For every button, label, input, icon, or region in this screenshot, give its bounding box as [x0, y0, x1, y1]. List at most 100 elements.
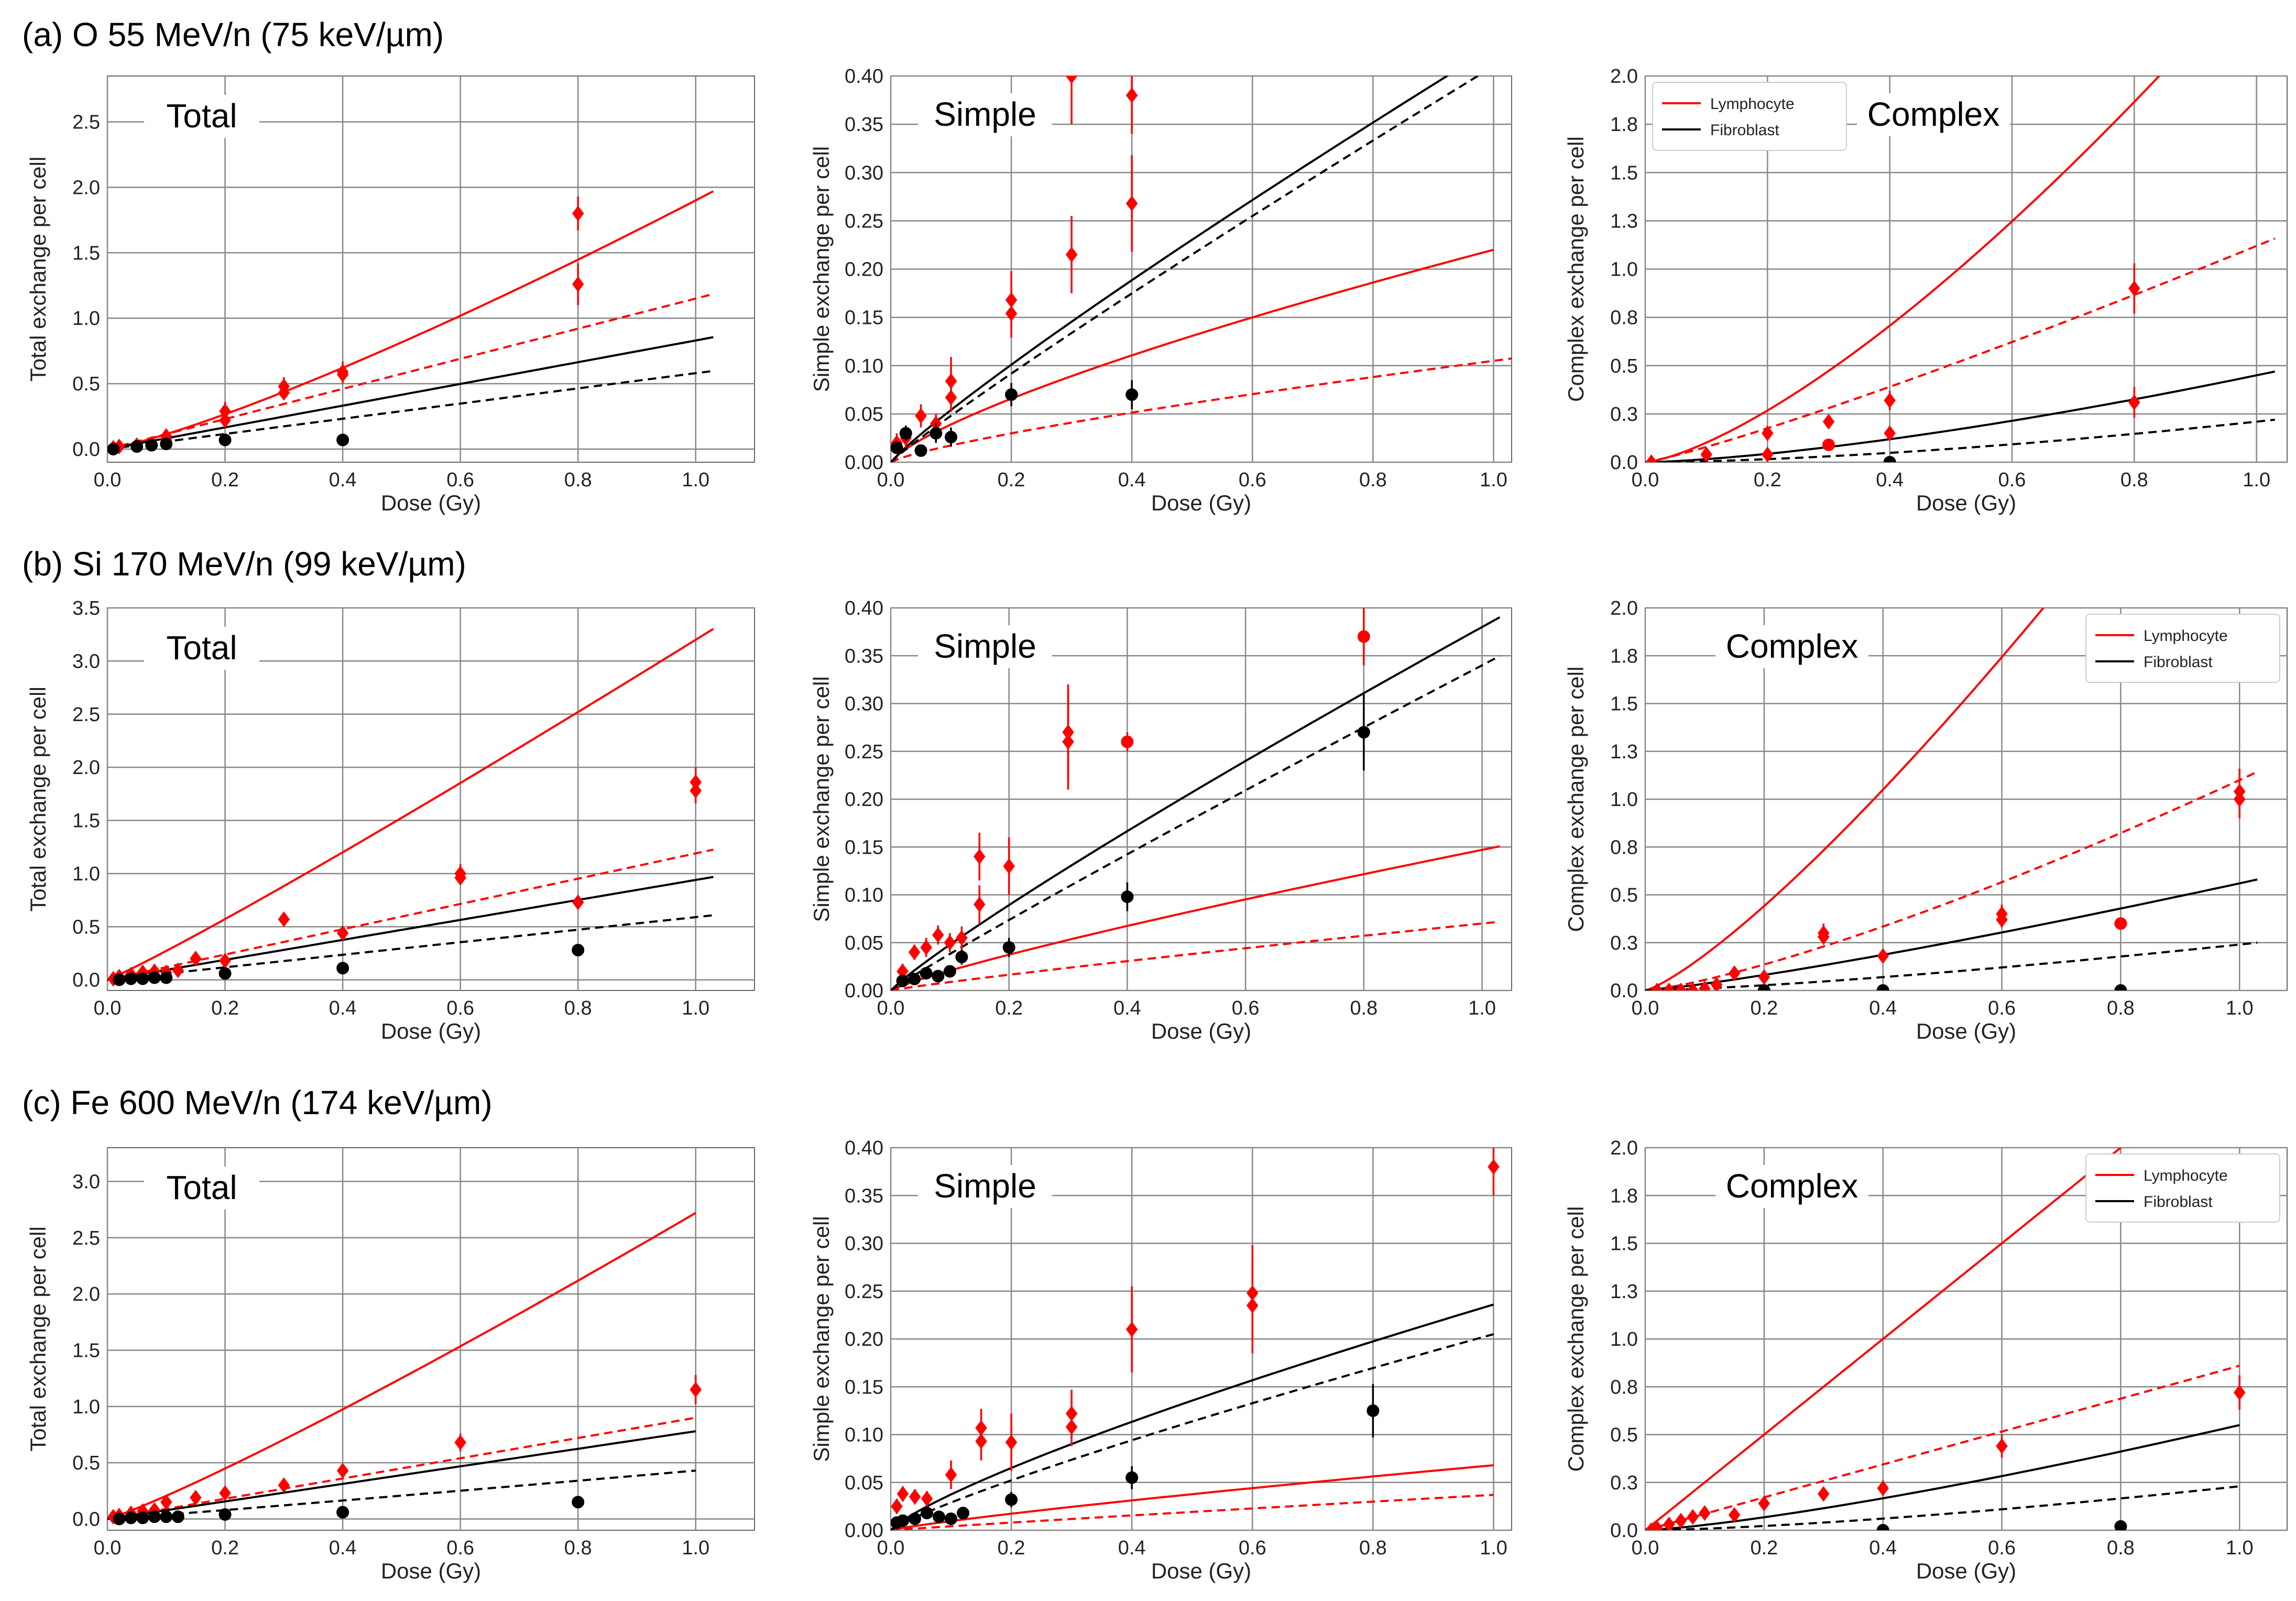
data-point-circle: [218, 967, 232, 980]
series-line-black-solid: [891, 1303, 1494, 1530]
data-point-diamond: [1687, 1509, 1699, 1525]
y-tick-label: 1.5: [1610, 162, 1638, 184]
y-tick-label: 0.25: [845, 210, 883, 232]
chart-panel-6: 0.0 0.5 1.0 1.5 2.0 2.5 3.0 0.0 0.2 0.4 0.6 0.8 1.0 D…: [26, 1147, 755, 1583]
chart-panel-1: 0.00 0.05 0.10 0.15 0.20 0.25 0.30 0.35 0.40 0.0 0…: [809, 66, 1512, 515]
data-point-diamond: [1877, 948, 1889, 964]
x-tick-label: 0.0: [877, 469, 905, 491]
x-tick-label: 0.2: [995, 997, 1023, 1019]
y-tick-label: 1.0: [1610, 789, 1638, 811]
data-point-circle: [218, 1508, 232, 1521]
y-axis-label: Simple exchange per cell: [809, 146, 834, 392]
x-tick-label: 0.2: [1750, 997, 1778, 1019]
y-tick-label: 0.25: [845, 741, 883, 763]
data-point-diamond: [190, 1489, 202, 1506]
data-point-diamond: [1699, 1505, 1711, 1521]
y-tick-label: 2.0: [1610, 66, 1638, 88]
x-tick-label: 0.6: [446, 469, 474, 491]
data-point-diamond: [1818, 929, 1830, 945]
panel-title: Complex: [1867, 95, 2000, 133]
x-tick-label: 0.6: [1239, 469, 1266, 491]
x-axis-label: Dose (Gy): [1916, 1559, 2016, 1583]
data-point-diamond: [944, 934, 956, 951]
y-tick-label: 0.35: [845, 645, 883, 667]
panel-title: Simple: [934, 1167, 1036, 1205]
series-line-black-dash: [1645, 1485, 2240, 1530]
data-point-circle: [107, 443, 120, 456]
data-point-diamond: [107, 1509, 119, 1525]
x-tick-label: 0.8: [564, 1537, 592, 1559]
data-point-circle: [1883, 456, 1896, 462]
y-tick-label: 0.8: [1610, 307, 1638, 329]
data-point-circle: [891, 441, 903, 454]
series-line-red-solid: [891, 1464, 1494, 1530]
y-tick-label: 1.0: [1610, 259, 1638, 281]
y-tick-label: 0.0: [72, 1509, 100, 1531]
panel-title-bg: [144, 627, 259, 670]
series-line-red-solid: [1645, 76, 2161, 462]
data-point-circle: [218, 433, 232, 446]
chart-panel-3: 0.0 0.5 1.0 1.5 2.0 2.5 3.0 3.5 0.0 0.2 0.4 0.6 0.8 1…: [26, 597, 755, 1043]
data-point-diamond: [2234, 791, 2246, 807]
x-tick-label: 1.0: [2226, 997, 2254, 1019]
data-point-diamond: [190, 951, 202, 967]
x-tick-label: 0.2: [1750, 1537, 1778, 1559]
data-point-diamond: [454, 870, 466, 886]
data-point-diamond: [1996, 911, 2008, 928]
data-point-circle: [1876, 1524, 1889, 1530]
data-point-diamond: [1003, 858, 1015, 874]
data-point-circle: [943, 965, 956, 978]
y-tick-label: 2.0: [72, 757, 100, 779]
y-tick-label: 1.5: [1610, 693, 1638, 715]
data-point-circle: [572, 1496, 585, 1509]
x-tick-label: 1.0: [682, 997, 709, 1019]
x-tick-label: 0.0: [94, 469, 122, 491]
series-line-black-dash: [891, 1333, 1494, 1530]
data-point-diamond: [945, 389, 957, 406]
panel-title: Total: [166, 1169, 237, 1206]
series-line-red-solid: [107, 190, 714, 450]
y-tick-label: 0.8: [1610, 1376, 1638, 1398]
y-axis-label: Complex exchange per cell: [1564, 667, 1588, 932]
plot-frame: [107, 1147, 755, 1531]
data-point-diamond: [932, 927, 944, 943]
data-point-diamond: [908, 944, 921, 960]
series-line-red-dash: [1645, 770, 2258, 990]
data-point-circle: [2114, 984, 2127, 990]
legend: Lymphocyte Fibroblast: [2085, 1153, 2280, 1223]
data-point-diamond: [690, 1381, 702, 1398]
data-point-circle: [113, 973, 126, 986]
row-title-a: (a) O 55 MeV/n (75 keV/µm): [22, 16, 444, 53]
y-tick-label: 0.20: [845, 789, 883, 811]
series-line-red-solid: [1645, 1148, 2122, 1530]
chart-panel-5: 0.0 0.3 0.5 0.8 1.0 1.3 1.5 1.8 2.0 0.0 0.2 0.4 0.6 0…: [1564, 597, 2288, 1043]
data-point-diamond: [1663, 983, 1675, 990]
y-tick-label: 0.5: [1610, 885, 1638, 907]
row-title-b: (b) Si 170 MeV/n (99 keV/µm): [22, 545, 466, 583]
x-tick-label: 1.0: [2243, 469, 2270, 491]
series-line-black-dash: [891, 655, 1501, 990]
data-layer: [891, 1148, 1500, 1530]
data-point-circle: [957, 1507, 970, 1520]
data-point-diamond: [1005, 306, 1018, 322]
x-tick-label: 0.8: [2107, 1537, 2135, 1559]
x-tick-label: 0.6: [446, 1537, 474, 1559]
x-tick-label: 0.8: [1359, 1537, 1387, 1559]
chart-panel-0: 0.0 0.5 1.0 1.5 2.0 2.5 0.0 0.2 0.4 0.6 0.8 1.0 Dose…: [26, 75, 755, 515]
x-tick-label: 0.2: [998, 1537, 1025, 1559]
x-tick-label: 0.8: [1359, 469, 1387, 491]
series-line-black-solid: [1645, 370, 2276, 462]
data-point-diamond: [1700, 446, 1712, 462]
y-tick-label: 0.3: [1610, 1472, 1638, 1494]
y-tick-label: 2.0: [72, 177, 100, 199]
series-line-black-dash: [107, 1469, 696, 1520]
data-point-diamond: [1728, 1507, 1741, 1523]
y-tick-label: 0.0: [72, 970, 100, 992]
data-point-diamond: [1687, 983, 1699, 990]
chart-panel-4: 0.00 0.05 0.10 0.15 0.20 0.25 0.30 0.35 0.40 0.0 0…: [809, 597, 1512, 1043]
data-point-diamond: [921, 1490, 933, 1507]
y-tick-label: 1.5: [72, 242, 100, 264]
data-point-diamond: [1488, 1159, 1500, 1175]
x-axis-label: Dose (Gy): [381, 1019, 481, 1043]
data-point-diamond: [690, 782, 702, 799]
